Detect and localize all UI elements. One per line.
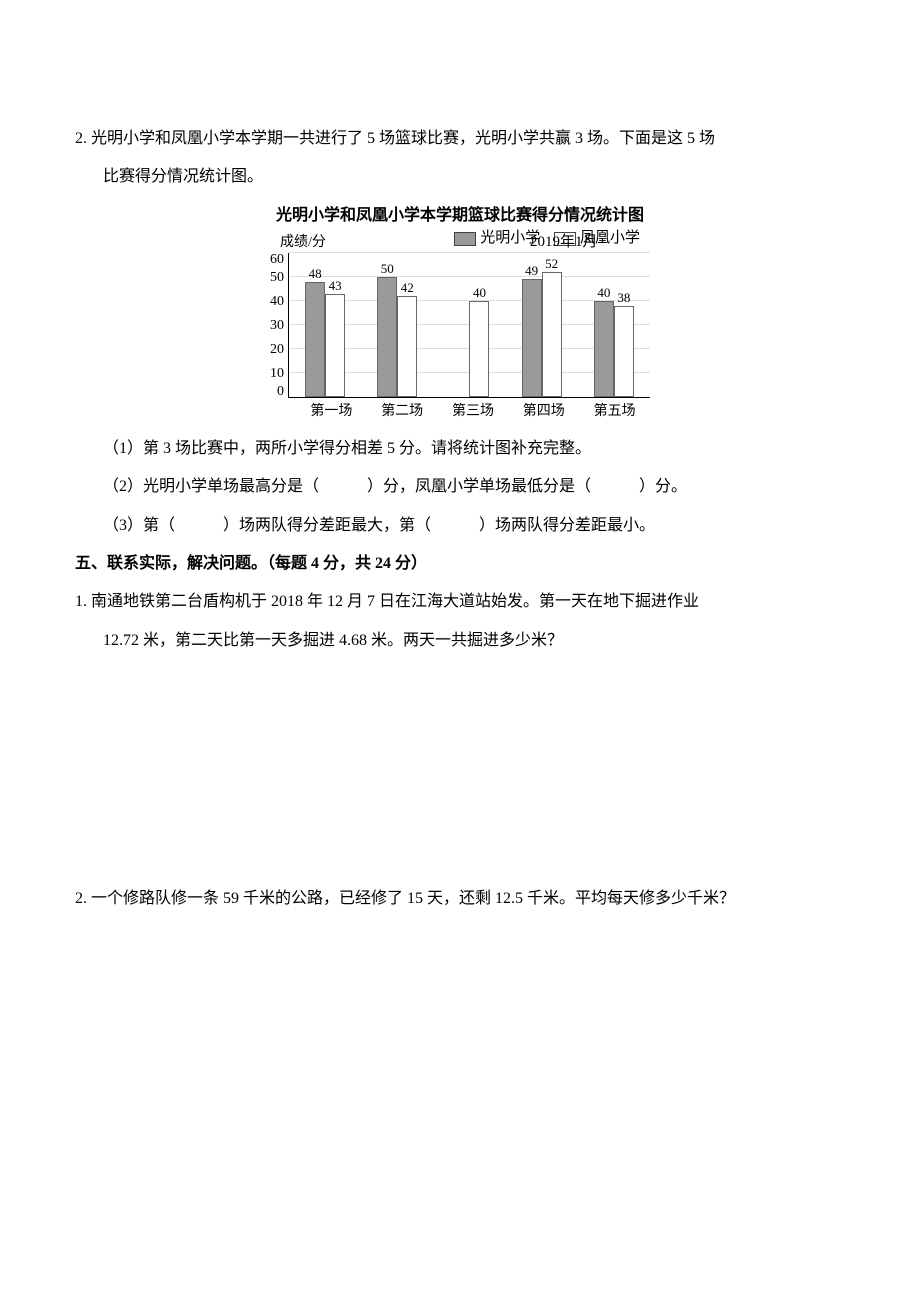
bar-s2: 40 bbox=[469, 301, 489, 397]
subq-3c: ）场两队得分差距最小。 bbox=[479, 517, 655, 534]
y-axis: 60 50 40 30 20 10 0 bbox=[270, 253, 288, 398]
legend-swatch-s1 bbox=[454, 232, 476, 246]
bar-label: 48 bbox=[309, 267, 322, 280]
plot-area: 484350424049524038 bbox=[288, 253, 650, 398]
bar-s1: 50 bbox=[377, 277, 397, 397]
x-tick: 第四场 bbox=[518, 400, 570, 420]
x-tick: 第三场 bbox=[447, 400, 499, 420]
chart-date: 2019年1月 bbox=[530, 232, 598, 253]
x-tick: 第二场 bbox=[376, 400, 428, 420]
bar-group: 5042 bbox=[377, 277, 417, 397]
x-axis: 第一场第二场第三场第四场第五场 bbox=[296, 398, 650, 420]
bar-s2: 38 bbox=[614, 306, 634, 397]
score-chart: 光明小学和凤凰小学本学期篮球比赛得分情况统计图 成绩/分 光明小学 凤凰小学 2… bbox=[270, 203, 650, 420]
p1-number: 1. bbox=[75, 593, 87, 610]
bar-label: 38 bbox=[617, 291, 630, 304]
y-tick: 40 bbox=[270, 290, 284, 314]
bar-s1: 48 bbox=[305, 282, 325, 397]
bar-group: 4038 bbox=[594, 301, 634, 397]
bar-group: 40 bbox=[449, 301, 489, 397]
y-tick: 10 bbox=[270, 362, 284, 386]
bar-s2: 43 bbox=[325, 294, 345, 397]
chart-title: 光明小学和凤凰小学本学期篮球比赛得分情况统计图 bbox=[270, 203, 650, 229]
x-tick: 第五场 bbox=[589, 400, 641, 420]
p1-line1: 南通地铁第二台盾构机于 2018 年 12 月 7 日在江海大道站始发。第一天在… bbox=[91, 593, 699, 610]
legend-series1: 光明小学 bbox=[454, 228, 540, 249]
p2-number: 2. bbox=[75, 890, 87, 907]
bar-s1: 49 bbox=[522, 279, 542, 397]
y-tick: 20 bbox=[270, 338, 284, 362]
bar-label: 40 bbox=[473, 286, 486, 299]
p1-line2: 12.72 米，第二天比第一天多掘进 4.68 米。两天一共掘进多少米？ bbox=[103, 632, 563, 649]
bar-label: 40 bbox=[597, 286, 610, 299]
subq-2b: ）分，凤凰小学单场最低分是（ bbox=[367, 478, 591, 495]
bar-s2: 52 bbox=[542, 272, 562, 397]
subq-3a: （3）第（ bbox=[103, 517, 175, 534]
p2-line1: 一个修路队修一条 59 千米的公路，已经修了 15 天，还剩 12.5 千米。平… bbox=[91, 890, 735, 907]
bar-group: 4952 bbox=[522, 272, 562, 397]
subq-2c: ）分。 bbox=[639, 478, 687, 495]
bar-label: 52 bbox=[545, 257, 558, 270]
subq-3b: ）场两队得分差距最大，第（ bbox=[223, 517, 431, 534]
x-tick: 第一场 bbox=[305, 400, 357, 420]
y-tick: 0 bbox=[270, 386, 284, 398]
bar-label: 50 bbox=[381, 262, 394, 275]
q2-text-line2: 比赛得分情况统计图。 bbox=[103, 168, 263, 185]
bar-s2: 42 bbox=[397, 296, 417, 397]
y-tick: 30 bbox=[270, 314, 284, 338]
bar-group: 4843 bbox=[305, 282, 345, 397]
subq-2: （2）光明小学单场最高分是（ ）分，凤凰小学单场最低分是（ ）分。 bbox=[75, 468, 845, 506]
y-tick: 60 bbox=[270, 254, 284, 266]
section-5-title: 五、联系实际，解决问题。（每题 4 分，共 24 分） bbox=[75, 545, 845, 583]
bar-s1: 40 bbox=[594, 301, 614, 397]
bar-label: 49 bbox=[525, 264, 538, 277]
q2-text-line1: 光明小学和凤凰小学本学期一共进行了 5 场篮球比赛，光明小学共赢 3 场。下面是… bbox=[91, 130, 715, 147]
bar-label: 42 bbox=[401, 281, 414, 294]
y-tick: 50 bbox=[270, 266, 284, 290]
bar-label: 43 bbox=[329, 279, 342, 292]
subq-1: （1）第 3 场比赛中，两所小学得分相差 5 分。请将统计图补充完整。 bbox=[75, 430, 845, 468]
y-axis-title: 成绩/分 bbox=[270, 233, 326, 253]
subq-3: （3）第（ ）场两队得分差距最大，第（ ）场两队得分差距最小。 bbox=[75, 507, 845, 545]
subq-2a: （2）光明小学单场最高分是（ bbox=[103, 478, 319, 495]
q2-number: 2. bbox=[75, 130, 87, 147]
